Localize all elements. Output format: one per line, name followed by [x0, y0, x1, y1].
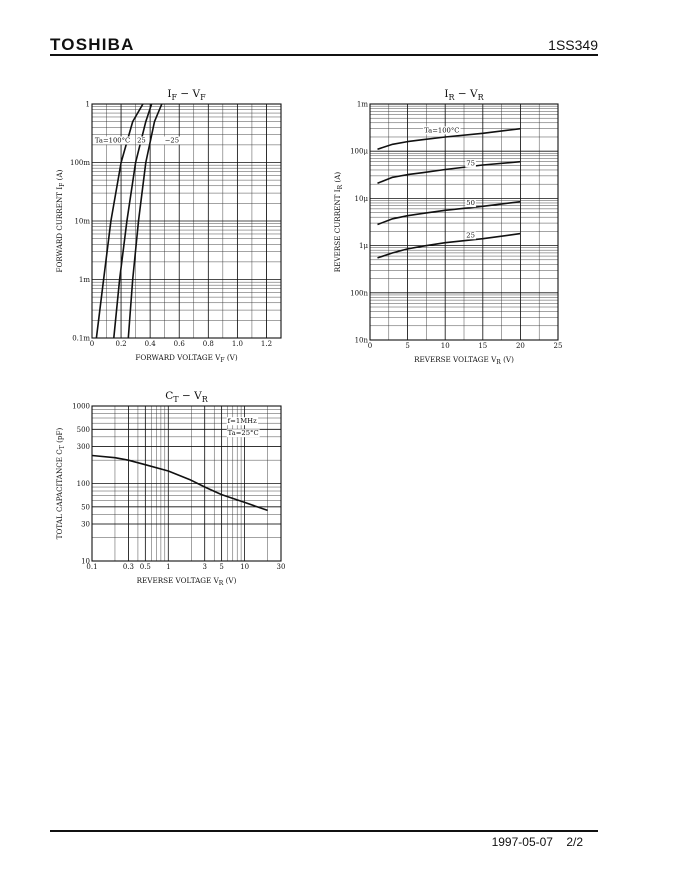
ct-vr-y-tick-label: 300	[77, 443, 90, 451]
footer: 1997-05-07 2/2	[482, 835, 583, 849]
ct-vr-y-tick-label: 10	[81, 558, 90, 566]
ct-vr-x-tick-label: 0.5	[140, 563, 151, 571]
ct-vr-x-tick-label: 30	[277, 563, 286, 571]
ct-vr-y-tick-label: 30	[81, 521, 90, 529]
footer-date: 1997-05-07	[492, 835, 553, 849]
ct-vr-x-tick-label: 1	[166, 563, 170, 571]
ct-vr-x-tick-label: 5	[219, 563, 223, 571]
ct-vr-title: CT − VR	[165, 390, 208, 404]
ct-vr-y-tick-label: 1000	[72, 403, 90, 411]
footer-rule	[50, 830, 598, 832]
ct-vr-y-tick-label: 100	[77, 480, 90, 488]
ct-vr-annotation: Ta=25°C	[228, 429, 259, 437]
ct-vr-x-tick-label: 0.3	[123, 563, 134, 571]
ct-vr-x-tick-label: 3	[202, 563, 206, 571]
ct-vr-y-axis-label: TOTAL CAPACITANCE CT (pF)	[55, 427, 66, 539]
ct-vr-x-tick-label: 10	[240, 563, 249, 571]
ct-vr-y-tick-label: 500	[77, 426, 90, 434]
footer-page: 2/2	[566, 835, 583, 849]
ct-vr-annotation: f=1MHz	[228, 417, 257, 425]
ct-vr-x-axis-label: REVERSE VOLTAGE VR (V)	[137, 576, 237, 587]
ct-vr-y-tick-label: 50	[81, 503, 90, 511]
